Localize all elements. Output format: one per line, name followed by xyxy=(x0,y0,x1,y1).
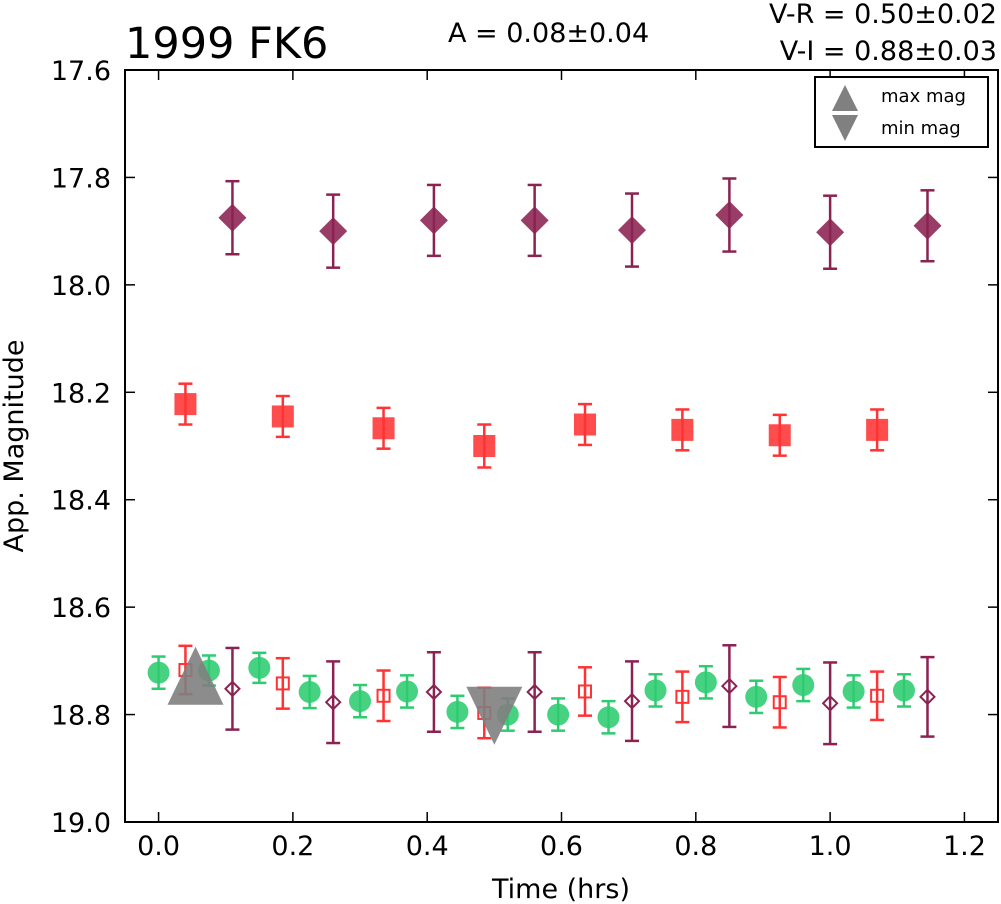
data-point xyxy=(526,683,544,701)
data-point xyxy=(271,405,294,428)
data-point xyxy=(792,674,815,697)
data-point xyxy=(870,688,885,703)
min-mag-marker xyxy=(466,686,523,745)
data-point xyxy=(675,689,690,704)
data-point xyxy=(298,681,321,704)
data-point xyxy=(745,685,768,708)
data-point xyxy=(419,206,448,235)
y-tick-label: 18.2 xyxy=(51,378,111,409)
data-point xyxy=(919,688,936,706)
data-point xyxy=(396,680,419,703)
y-tick-label: 17.6 xyxy=(51,56,111,87)
data-point xyxy=(376,688,391,703)
x-tick-label: 0.2 xyxy=(271,831,314,862)
data-point xyxy=(816,218,845,247)
x-tick-label: 1.2 xyxy=(943,831,986,862)
series-diamond-open xyxy=(224,644,936,746)
series-circle-filled xyxy=(147,651,915,735)
data-point xyxy=(623,692,641,710)
series-square-filled xyxy=(174,382,889,469)
data-point xyxy=(520,206,549,235)
data-point xyxy=(913,211,942,240)
data-point xyxy=(349,690,372,713)
data-point xyxy=(671,418,694,441)
legend-min-mag-label: min mag xyxy=(881,118,961,139)
data-point xyxy=(597,706,620,729)
data-point xyxy=(574,413,597,436)
y-tick-label: 19.0 xyxy=(51,808,111,839)
data-point xyxy=(174,393,197,416)
legend-max-mag-marker xyxy=(832,85,858,111)
x-tick-label: 0.4 xyxy=(406,831,449,862)
data-point xyxy=(319,217,348,246)
legend-min-mag-marker xyxy=(832,115,858,141)
series-diamond-filled xyxy=(218,177,942,270)
data-point xyxy=(842,680,865,703)
x-axis-title: Time (hrs) xyxy=(491,874,630,904)
x-tick-label: 0.0 xyxy=(137,831,180,862)
series-triangle-down-filled xyxy=(466,686,523,745)
data-point xyxy=(147,661,170,684)
data-point xyxy=(772,695,787,710)
color-index-vr: V-R = 0.50±0.02 xyxy=(769,0,997,30)
y-axis-title: App. Magnitude xyxy=(0,340,30,553)
data-point xyxy=(446,700,469,723)
data-point xyxy=(425,683,443,701)
series-square-open xyxy=(178,644,885,740)
legend-max-mag-label: max mag xyxy=(881,86,966,107)
legend: max mag min mag xyxy=(814,76,989,148)
data-point xyxy=(694,671,717,694)
data-point xyxy=(821,694,839,712)
data-point xyxy=(715,201,744,230)
data-point xyxy=(720,677,738,695)
data-point xyxy=(892,679,915,702)
amplitude-text: A = 0.08±0.04 xyxy=(448,18,649,49)
x-tick-label: 0.8 xyxy=(674,831,717,862)
data-point xyxy=(578,684,593,699)
y-tick-label: 18.6 xyxy=(51,593,111,624)
y-tick-label: 18.4 xyxy=(51,486,111,517)
x-tick-label: 0.6 xyxy=(540,831,583,862)
data-point xyxy=(866,418,889,441)
data-point xyxy=(372,417,395,440)
y-tick-label: 18.8 xyxy=(51,701,111,732)
data-point xyxy=(644,679,667,702)
max-mag-marker xyxy=(167,646,224,705)
y-tick-label: 17.8 xyxy=(51,163,111,194)
color-index-vi: V-I = 0.88±0.03 xyxy=(780,36,997,67)
data-point xyxy=(324,693,342,711)
data-point xyxy=(218,203,247,232)
chart-title: 1999 FK6 xyxy=(125,19,328,69)
data-point xyxy=(768,424,791,447)
data-point xyxy=(618,216,647,245)
data-point xyxy=(473,435,496,457)
data-series xyxy=(147,177,942,746)
y-tick-label: 18.0 xyxy=(51,271,111,302)
x-tick-label: 1.0 xyxy=(809,831,852,862)
data-point xyxy=(248,656,271,679)
series-triangle-up-filled xyxy=(167,646,224,705)
axis-ticks: 0.0 0.2 0.4 0.6 0.8 1.0 1.2 17.6 17.8 18.0 18.2 18.… xyxy=(51,56,998,862)
data-point xyxy=(547,703,570,726)
data-point xyxy=(224,680,241,698)
data-point xyxy=(275,676,290,691)
